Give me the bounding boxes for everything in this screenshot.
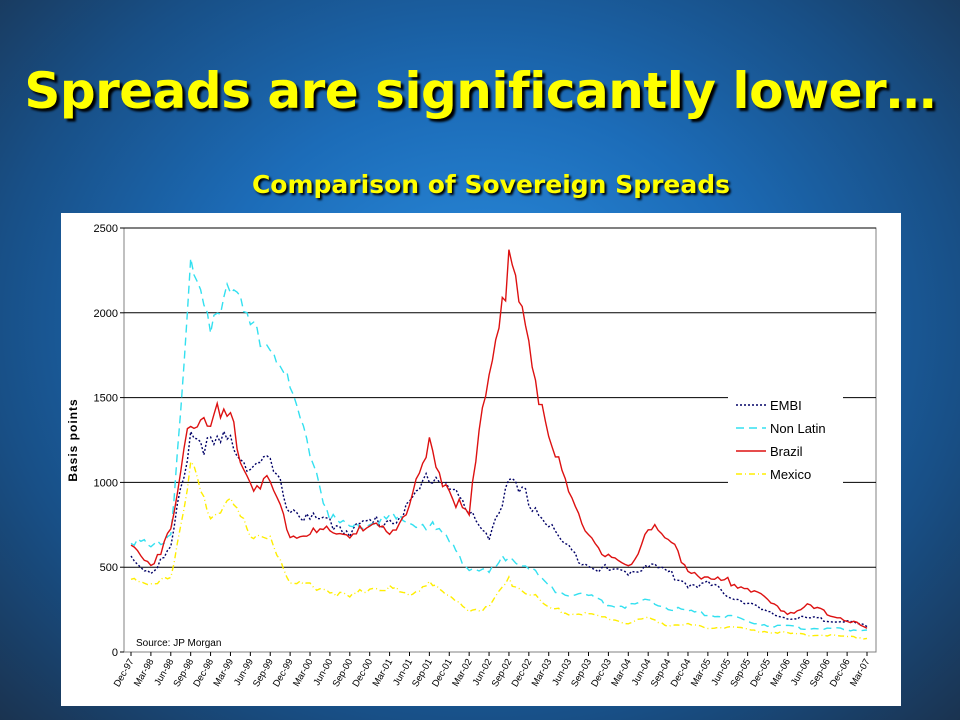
slide-title: Spreads are significantly lower…	[24, 62, 936, 120]
series-line-mexico	[130, 459, 868, 640]
legend-label: Brazil	[770, 444, 803, 459]
x-tick-label: Mar-07	[848, 657, 873, 689]
legend-label: Non Latin	[770, 421, 826, 436]
series-line-brazil	[130, 249, 868, 629]
chart-panel: 0 500 1000 1500 2000 2500 Basis points Dec-97 Ma…	[61, 213, 901, 706]
source-note: Source: JP Morgan	[136, 638, 221, 649]
legend-label: EMBI	[770, 398, 802, 413]
y-tick-label: 500	[100, 562, 118, 574]
y-axis-label: Basis points	[66, 398, 80, 481]
y-tick-label: 1500	[94, 393, 118, 405]
legend-label: Mexico	[770, 467, 811, 482]
legend-box	[728, 393, 843, 491]
x-tick-label: Mar-04	[609, 657, 634, 689]
y-tick-label: 1000	[94, 477, 118, 489]
x-tick-label: Mar-02	[450, 657, 475, 689]
chart-title: Comparison of Sovereign Spreads	[251, 170, 731, 199]
x-tick-label: Mar-98	[132, 657, 157, 689]
series-line-non-latin	[130, 258, 868, 632]
x-tick-label: Mar-01	[371, 657, 396, 689]
y-tick-label: 2000	[94, 308, 118, 320]
y-tick-label: 2500	[94, 223, 118, 235]
x-tick-label: Mar-99	[211, 657, 236, 689]
x-tick-label: Mar-05	[689, 657, 714, 689]
series-line-embi	[130, 429, 868, 628]
y-tick-label: 0	[112, 647, 118, 659]
x-tick-label: Mar-06	[768, 657, 793, 689]
x-tick-label: Mar-03	[530, 657, 555, 689]
x-tick-label: Mar-00	[291, 657, 316, 689]
